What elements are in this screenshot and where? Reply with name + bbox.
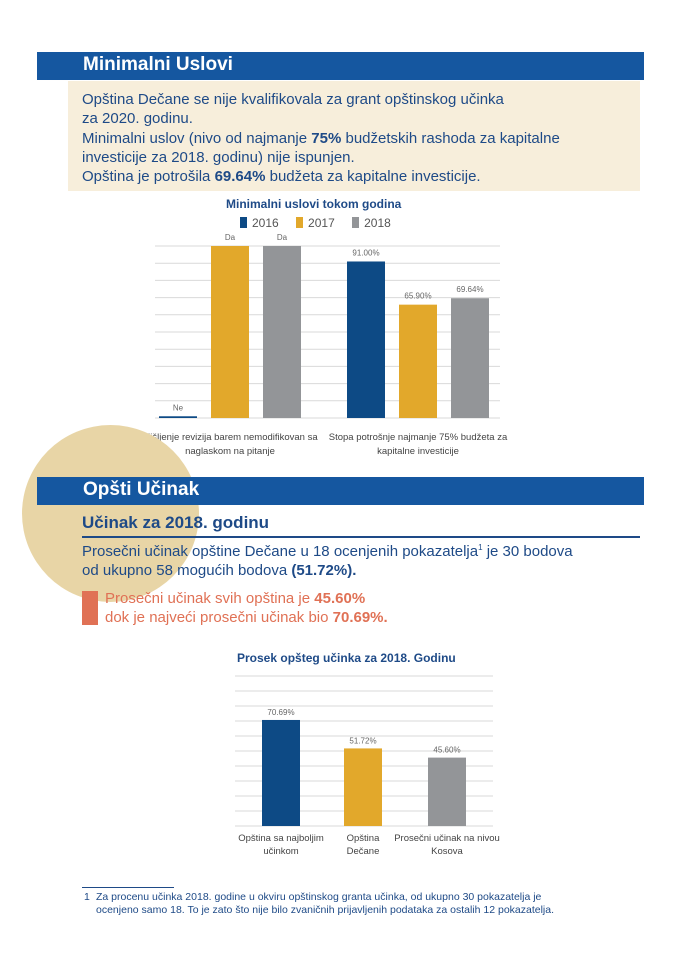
- info-box: [68, 81, 640, 191]
- bar: [399, 304, 437, 418]
- accent-line: dok je najveći prosečni učinak bio 70.69…: [105, 609, 388, 626]
- category-label: kapitalne investicije: [377, 446, 459, 457]
- legend-item-2016: 2016: [240, 216, 279, 230]
- category-label: Prosečni učinak na nivou: [394, 833, 500, 844]
- footnote-line: Za procenu učinka 2018. godine u okviru …: [96, 891, 542, 903]
- bar: [263, 246, 301, 418]
- section-banner-minimalni: Minimalni Uslovi: [37, 52, 644, 80]
- chart-title: Minimalni uslovi tokom godina: [226, 197, 402, 211]
- bar: [262, 719, 300, 826]
- data-label: 51.72%: [349, 736, 376, 745]
- data-label: 69.64%: [456, 285, 483, 294]
- accent-line: Prosečni učinak svih opština je 45.60%: [105, 590, 366, 607]
- bar: [428, 757, 466, 826]
- category-label: naglaskom na pitanje: [185, 446, 275, 457]
- data-label: Ne: [173, 403, 184, 412]
- category-label: Opština: [347, 833, 380, 844]
- legend-item-2017: 2017: [296, 216, 335, 230]
- category-label: Opština sa najboljim: [238, 833, 324, 844]
- data-label: Da: [225, 233, 236, 242]
- data-label: 70.69%: [267, 708, 294, 717]
- category-label: Stopa potrošnje najmanje 75% budžeta za: [329, 432, 508, 443]
- legend-swatch: [352, 217, 360, 228]
- bar-chart-minimalni-uslovi: Ne Da Da Mišljenje revizija barem nemodifik…: [142, 233, 508, 457]
- legend-swatch: [240, 217, 247, 228]
- bar: [344, 748, 382, 826]
- paragraph-line: od ukupno 58 mogućih bodova (51.72%).: [82, 562, 357, 579]
- paragraph-line: Opština je potrošila 69.64% budžeta za k…: [82, 168, 481, 185]
- decorative-circle: [22, 425, 199, 602]
- data-label: 65.90%: [404, 292, 431, 301]
- footnote-rule: [82, 887, 174, 888]
- chart-title: Prosek opšteg učinka za 2018. Godinu: [237, 651, 456, 665]
- legend-swatch: [296, 217, 304, 228]
- paragraph-line: investicije za 2018. godinu) nije ispunj…: [82, 149, 355, 166]
- accent-marker: [82, 591, 98, 625]
- section-title: Minimalni Uslovi: [83, 54, 233, 75]
- bar: [159, 416, 197, 418]
- subsection-title: Učinak za 2018. godinu: [82, 513, 270, 532]
- bar: [347, 261, 385, 418]
- bar: [211, 246, 249, 418]
- subsection-rule: [82, 536, 640, 538]
- category-label: Mišljenje revizija barem nemodifikovan s…: [142, 432, 318, 443]
- legend-item-2018: 2018: [352, 216, 391, 230]
- data-label: 91.00%: [352, 248, 379, 257]
- chart-legend: 2016 2017 2018: [240, 216, 405, 230]
- paragraph-line: za 2020. godinu.: [82, 110, 193, 127]
- paragraph-line: Opština Dečane se nije kvalifikovala za …: [82, 91, 504, 108]
- data-label: 45.60%: [433, 746, 460, 755]
- paragraph-line: Prosečni učinak opštine Dečane u 18 ocen…: [82, 543, 573, 560]
- paragraph-line: Minimalni uslov (nivo od najmanje 75% bu…: [82, 130, 560, 147]
- footnote-line: ocenjeno samo 18. To je zato što nije bi…: [96, 904, 555, 916]
- footnote-number: 1: [84, 891, 90, 903]
- data-label: Da: [277, 233, 288, 242]
- bar-chart-prosek-ucinka: 70.69% Opština sa najboljim učinkom 51.72% O…: [235, 675, 500, 857]
- category-label: Kosova: [431, 846, 463, 857]
- bar: [451, 298, 489, 418]
- category-label: Dečane: [347, 846, 380, 857]
- section-title: Opšti Učinak: [83, 479, 200, 500]
- section-banner-opsti-ucinak: Opšti Učinak: [37, 477, 644, 505]
- category-label: učinkom: [263, 846, 298, 857]
